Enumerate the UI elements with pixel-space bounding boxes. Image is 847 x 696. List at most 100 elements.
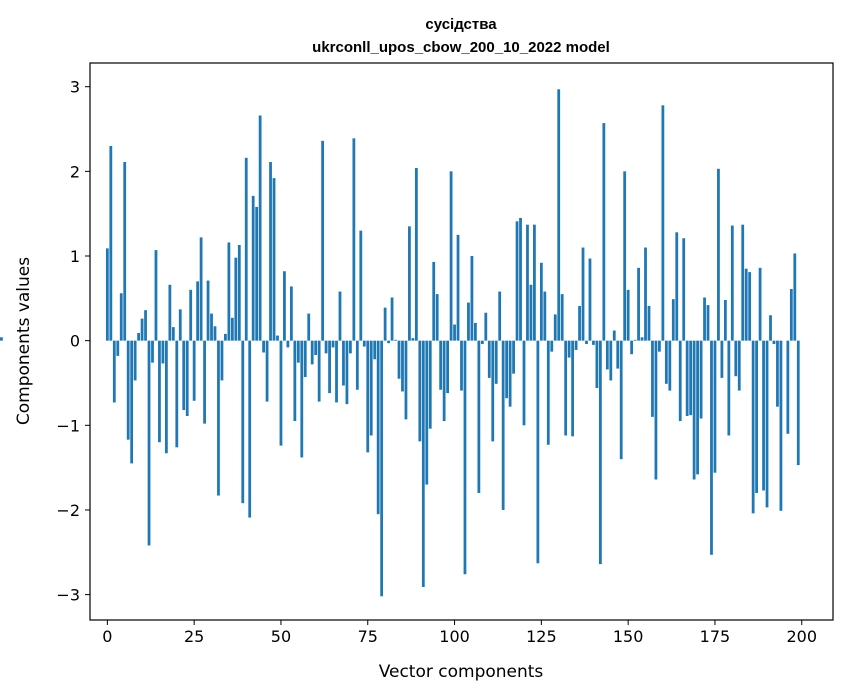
bar xyxy=(185,340,189,416)
bar xyxy=(241,340,245,504)
bar xyxy=(206,280,210,341)
bar xyxy=(571,340,574,437)
bar xyxy=(470,256,474,341)
bar xyxy=(373,340,377,360)
bar xyxy=(168,284,172,341)
bar xyxy=(140,318,144,341)
bar xyxy=(463,340,467,575)
bar xyxy=(414,167,418,341)
bar xyxy=(328,340,331,394)
bar xyxy=(619,340,623,460)
bar xyxy=(428,340,432,429)
bar xyxy=(758,267,762,341)
bar xyxy=(342,340,345,386)
bar xyxy=(633,339,637,341)
bar xyxy=(685,340,689,416)
bar xyxy=(442,340,446,422)
bar xyxy=(786,340,790,434)
bar xyxy=(699,340,703,419)
bar xyxy=(446,340,449,394)
bar xyxy=(296,340,300,363)
bar xyxy=(564,340,568,436)
bar xyxy=(737,340,741,391)
bar xyxy=(338,291,342,341)
bar xyxy=(723,300,727,341)
x-tick-label: 125 xyxy=(526,627,557,646)
bar xyxy=(772,340,776,345)
bar xyxy=(369,340,373,436)
bar xyxy=(411,338,415,341)
bar xyxy=(390,297,394,341)
y-tick-label: 2 xyxy=(70,162,80,181)
bar xyxy=(366,340,370,453)
bar xyxy=(324,340,328,354)
bar xyxy=(533,224,536,341)
bar xyxy=(362,340,366,347)
bar xyxy=(394,339,397,341)
bar xyxy=(612,330,616,341)
bar xyxy=(154,250,158,341)
bar xyxy=(730,225,734,341)
bar xyxy=(408,226,411,341)
bar xyxy=(109,145,113,341)
bar xyxy=(592,340,595,345)
y-tick-label: −1 xyxy=(56,416,80,435)
bar xyxy=(335,340,338,403)
bar xyxy=(668,340,672,391)
bar xyxy=(0,337,3,341)
bar xyxy=(651,340,654,417)
bar xyxy=(654,340,658,480)
x-tick-label: 200 xyxy=(786,627,817,646)
bar xyxy=(376,340,380,515)
bar xyxy=(779,340,783,511)
bar xyxy=(522,340,526,426)
bar xyxy=(397,340,401,379)
bar xyxy=(491,340,495,442)
bar xyxy=(480,340,484,345)
x-tick-label: 75 xyxy=(358,627,378,646)
bar xyxy=(293,340,297,422)
x-tick-label: 175 xyxy=(700,627,731,646)
bar xyxy=(123,162,127,341)
bar xyxy=(161,340,165,364)
bar xyxy=(605,340,609,370)
bar xyxy=(609,340,613,381)
bar xyxy=(244,157,248,341)
y-tick-label: −2 xyxy=(56,501,80,520)
bar xyxy=(151,340,154,363)
bar xyxy=(536,340,540,564)
bar xyxy=(387,340,390,344)
bar xyxy=(640,337,644,341)
bar xyxy=(171,327,175,341)
y-tick-label: 1 xyxy=(70,247,80,266)
bar xyxy=(692,340,696,480)
bar xyxy=(727,340,731,436)
bar xyxy=(276,335,279,341)
bar xyxy=(383,307,387,341)
bar xyxy=(182,340,186,411)
bar xyxy=(331,340,335,348)
bar xyxy=(539,262,543,341)
bar xyxy=(199,237,203,341)
bar xyxy=(574,340,578,350)
bar xyxy=(435,294,439,341)
bar xyxy=(456,234,460,341)
bar xyxy=(647,305,651,341)
bar xyxy=(126,340,130,440)
bar xyxy=(508,340,512,407)
bar xyxy=(529,284,533,341)
bar xyxy=(755,340,759,494)
bar xyxy=(137,333,140,341)
bar xyxy=(751,340,755,514)
bar xyxy=(789,289,793,341)
bar xyxy=(501,340,505,510)
bar xyxy=(567,340,571,358)
bar xyxy=(352,138,356,341)
bar xyxy=(626,289,630,341)
bar xyxy=(220,340,224,381)
x-tick-label: 25 xyxy=(184,627,204,646)
bar xyxy=(658,340,661,352)
bar xyxy=(303,340,307,378)
bar xyxy=(279,340,283,446)
x-tick-label: 150 xyxy=(613,627,644,646)
